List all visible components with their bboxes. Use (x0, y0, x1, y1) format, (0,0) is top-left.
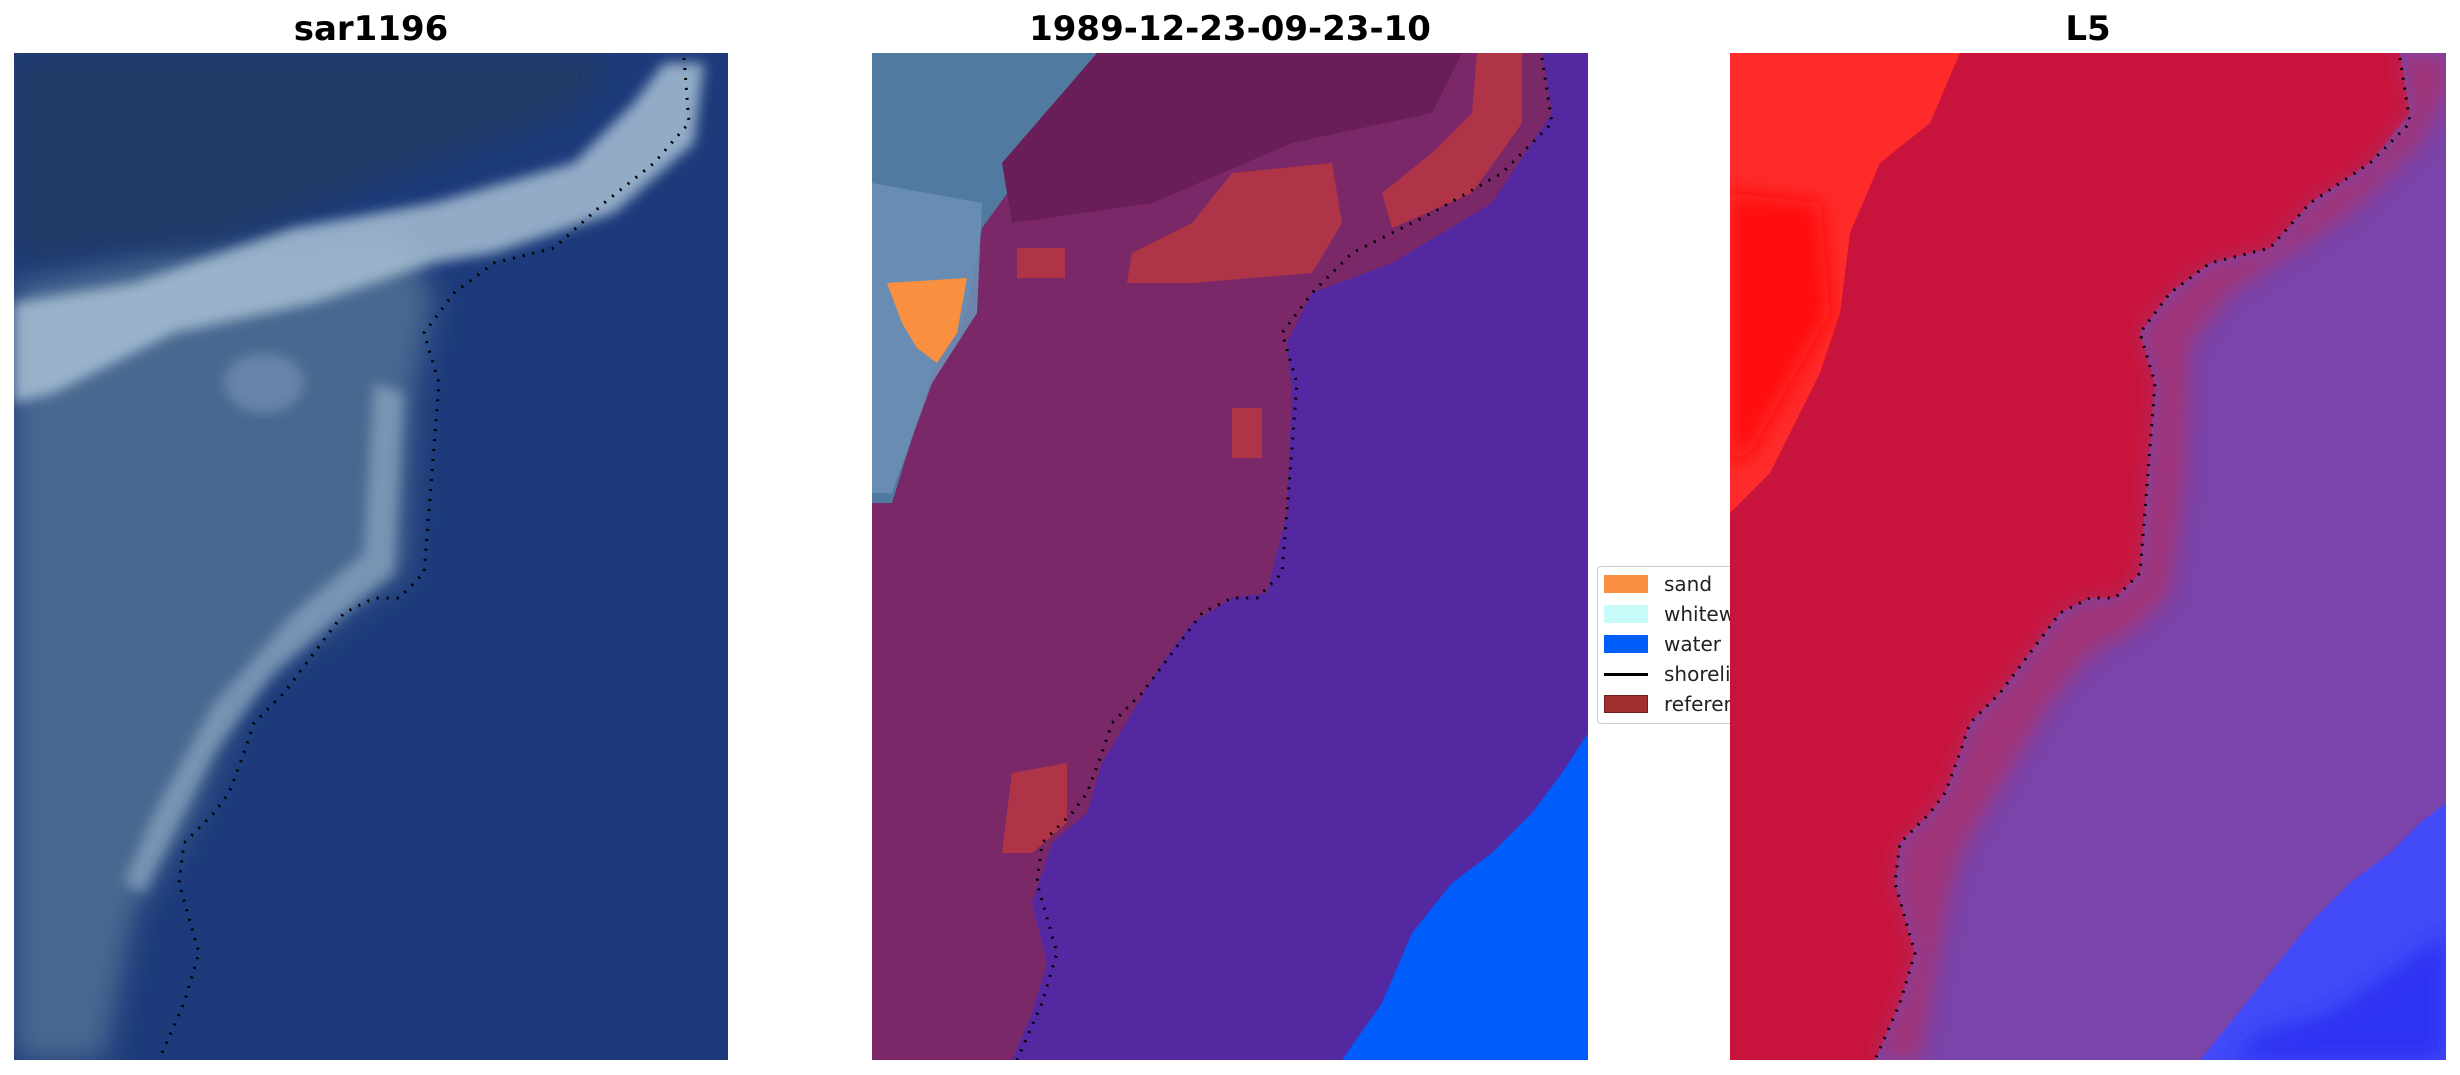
legend-item-shoreline: shoreline (1604, 661, 1734, 687)
legend-label: water (1664, 632, 1721, 656)
rgb-image (14, 53, 728, 1060)
shoreline-swatch (1604, 672, 1648, 676)
rgb-image-panel (14, 53, 728, 1060)
legend-item-water: water (1604, 631, 1721, 657)
whitewater-swatch (1604, 605, 1648, 623)
classification-panel (872, 53, 1588, 1060)
sand-swatch (1604, 575, 1648, 593)
water-swatch (1604, 635, 1648, 653)
legend: sand whitewater water shoreline referenc… (1597, 566, 1735, 724)
panel-title-l5: L5 (2065, 9, 2111, 49)
legend-item-reference: reference (1604, 691, 1735, 717)
panel-title-classification: 1989-12-23-09-23-10 (1029, 9, 1431, 49)
legend-label: shoreline (1664, 662, 1734, 686)
reference-swatch (1604, 695, 1648, 713)
legend-label: sand (1664, 572, 1713, 596)
panel-title-rgb: sar1196 (293, 9, 449, 49)
legend-item-whitewater: whitewater (1604, 601, 1735, 627)
classification-image (872, 53, 1588, 1060)
shoreline-line (1015, 57, 1554, 1060)
legend-label: whitewater (1664, 602, 1735, 626)
l5-panel (1730, 53, 2446, 1060)
legend-label: reference (1664, 692, 1735, 716)
sand-patch (887, 278, 967, 363)
l5-image (1730, 53, 2446, 1060)
legend-item-sand: sand (1604, 571, 1712, 597)
